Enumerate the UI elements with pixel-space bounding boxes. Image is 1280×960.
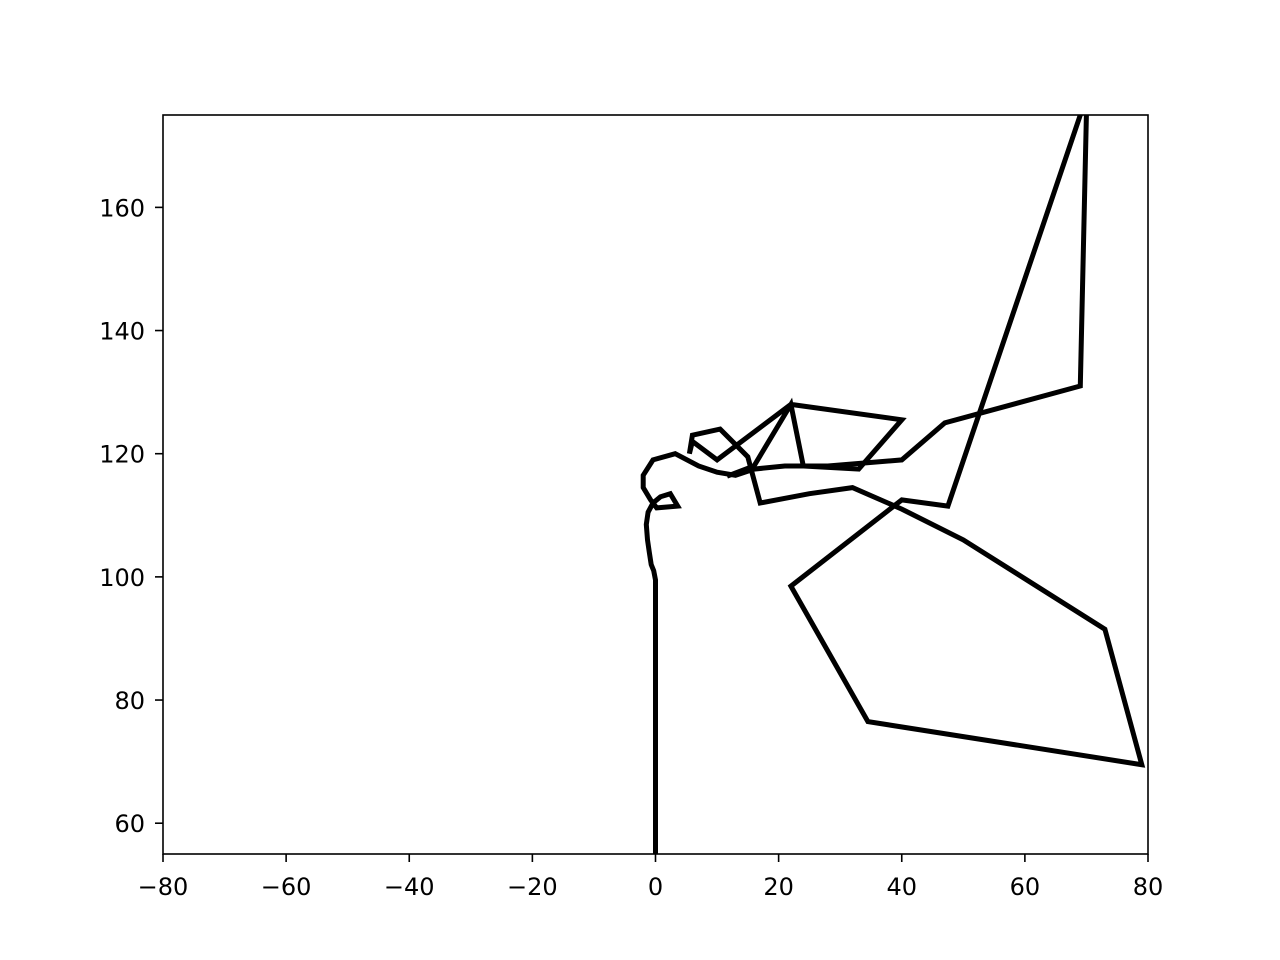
series-line-path [640, 115, 1089, 854]
x-tick-label: 60 [1010, 873, 1041, 901]
series-layer [640, 115, 1146, 854]
x-axis: −80 −60 −40 −20 0 20 40 60 80 [138, 854, 1164, 901]
y-tick-label: 140 [99, 318, 145, 346]
x-tick-label: 20 [763, 873, 794, 901]
y-tick-label: 120 [99, 441, 145, 469]
x-tick-label: 0 [648, 873, 663, 901]
series-line-path-2 [686, 115, 1146, 768]
x-tick-label: −40 [384, 873, 435, 901]
x-tick-label: −60 [261, 873, 312, 901]
y-tick-label: 160 [99, 194, 145, 222]
x-tick-label: −20 [507, 873, 558, 901]
x-tick-label: 80 [1133, 873, 1164, 901]
x-tick-label: 40 [886, 873, 917, 901]
y-tick-label: 80 [114, 687, 145, 715]
y-tick-label: 100 [99, 564, 145, 592]
y-tick-label: 60 [114, 810, 145, 838]
x-tick-label: −80 [138, 873, 189, 901]
y-axis: 60 80 100 120 140 160 [99, 194, 163, 838]
